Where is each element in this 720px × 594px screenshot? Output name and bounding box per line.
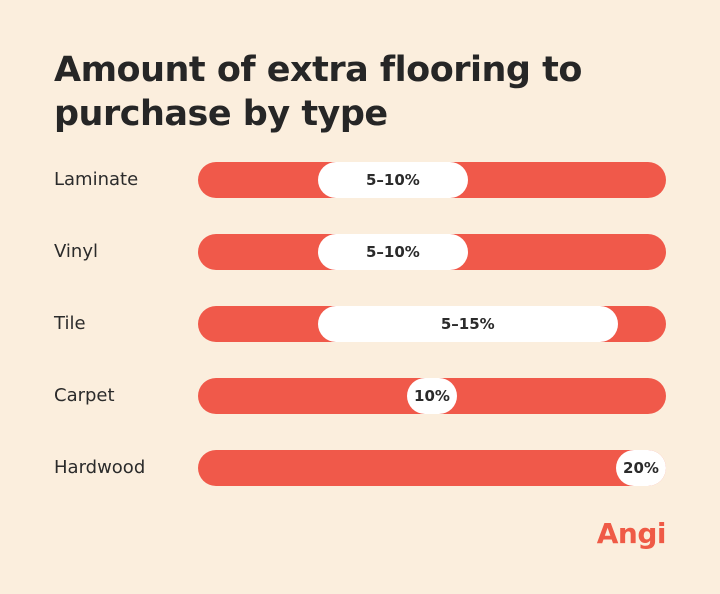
bar-track: 20%	[198, 450, 666, 486]
bar-track: 5–10%	[198, 234, 666, 270]
category-label: Vinyl	[54, 241, 98, 262]
category-label: Laminate	[54, 169, 139, 190]
bar-track: 5–15%	[198, 306, 666, 342]
bar-track: 10%	[198, 378, 666, 414]
chart-title: Amount of extra flooring to purchase by …	[54, 50, 582, 134]
range-marker: 20%	[616, 450, 666, 486]
category-label: Hardwood	[54, 457, 146, 478]
category-label: Carpet	[54, 385, 115, 406]
range-marker: 5–10%	[318, 162, 468, 198]
range-marker: 5–10%	[318, 234, 468, 270]
range-marker: 5–15%	[318, 306, 618, 342]
bar-track: 5–10%	[198, 162, 666, 198]
category-label: Tile	[54, 313, 86, 334]
range-marker: 10%	[407, 378, 457, 414]
angi-logo: Angi	[596, 517, 667, 550]
